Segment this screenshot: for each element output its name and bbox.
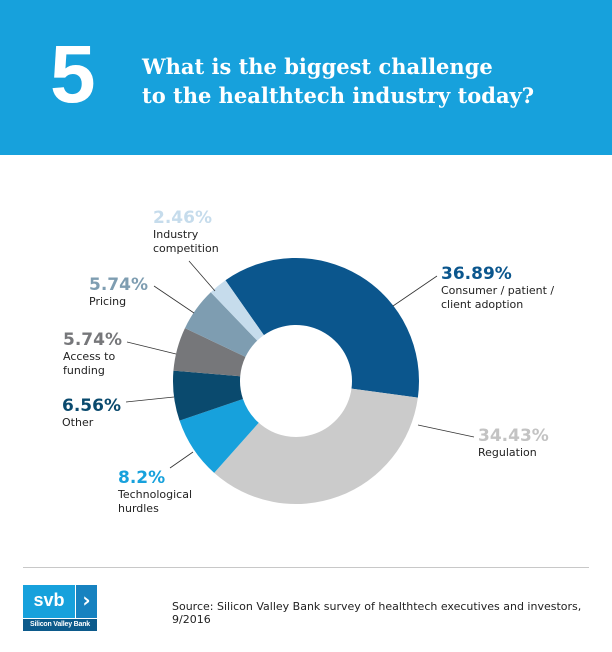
category-label: competition [153, 242, 219, 255]
category-label: Consumer / patient / [441, 284, 555, 297]
slice-industry-competition [210, 280, 264, 341]
value-label: 5.74% [89, 275, 148, 295]
category-label: hurdles [118, 502, 159, 515]
category-label: Technological [118, 488, 193, 501]
donut-chart [125, 257, 475, 504]
data-label: 6.56% Other [62, 396, 121, 430]
data-label: 8.2% Technological hurdles [118, 468, 192, 516]
value-label: 8.2% [118, 468, 166, 488]
category-label: funding [63, 364, 105, 377]
data-label: 36.89% Consumer / patient / client adoptio… [441, 264, 554, 312]
data-label: 34.43% Regulation [478, 426, 549, 460]
leader-lines [125, 260, 475, 469]
category-label: Access to [63, 350, 116, 363]
question-title: What is the biggest challenge to the hea… [142, 52, 562, 110]
header-banner: 5 What is the biggest challenge to the h… [0, 0, 612, 155]
slice-technological-hurdles [179, 399, 259, 473]
category-label: Pricing [89, 295, 127, 308]
value-label: 34.43% [478, 426, 549, 446]
data-label: 5.74% Access to funding [63, 330, 122, 378]
leader-line-pricing [153, 285, 195, 314]
source-note: Source: Silicon Valley Bank survey of he… [172, 600, 582, 626]
value-label: 36.89% [441, 264, 512, 284]
leader-line-access [126, 341, 177, 355]
slice-regulation [214, 388, 418, 504]
leader-line-other [125, 396, 175, 403]
slice-consumer-patient-client-adoption [225, 257, 420, 398]
category-label: Industry [153, 228, 199, 241]
divider [23, 567, 589, 568]
data-label: 2.46% Industry competition [153, 208, 219, 256]
data-label: 5.74% Pricing [89, 275, 148, 309]
logo-text: svb [23, 585, 75, 618]
slice-access-to-funding [173, 328, 246, 377]
chevron-right-icon: › [76, 585, 97, 618]
leader-line-consumer [392, 275, 438, 307]
category-label: Regulation [478, 446, 537, 459]
category-label: client adoption [441, 298, 524, 311]
slice-other [173, 370, 243, 421]
svb-logo: svb › Silicon Valley Bank [23, 585, 97, 631]
title-line-2: to the healthtech industry today? [142, 83, 535, 108]
value-label: 5.74% [63, 330, 122, 350]
title-line-1: What is the biggest challenge [142, 54, 493, 79]
leader-line-regulation [417, 424, 475, 438]
leader-line-industry [188, 260, 216, 292]
leader-line-tech [169, 451, 194, 469]
question-number: 5 [50, 29, 96, 120]
category-label: Other [62, 416, 94, 429]
value-label: 2.46% [153, 208, 212, 228]
slice-pricing [184, 292, 258, 357]
logo-name: Silicon Valley Bank [23, 619, 97, 631]
value-label: 6.56% [62, 396, 121, 416]
